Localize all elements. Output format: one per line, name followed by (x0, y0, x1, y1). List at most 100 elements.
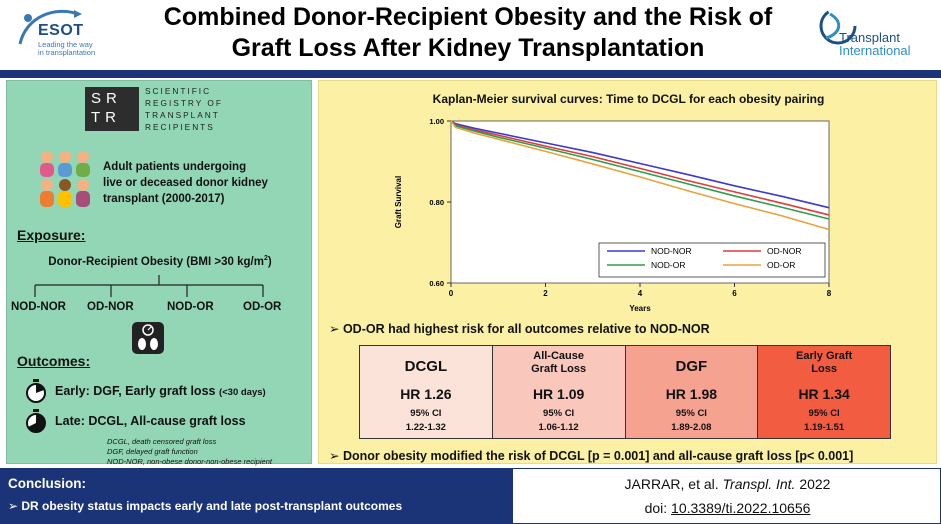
hr-value: HR 1.34 (798, 386, 850, 402)
legend-label: NOD-NOR (651, 246, 692, 256)
x-axis-label: Years (629, 304, 651, 313)
x-tick-label: 2 (543, 289, 548, 298)
hr-ci-label: 95% CI (543, 408, 575, 419)
y-tick-label: 0.80 (429, 198, 444, 207)
citation-box: JARRAR, et al. Transpl. Int. 2022 doi: 1… (512, 468, 941, 524)
study-design-panel: SR TR SCIENTIFIC REGISTRY OF TRANSPLANT … (6, 80, 313, 466)
srtr-word-2: REGISTRY OF (145, 98, 223, 108)
transplant-international-logo (819, 7, 857, 45)
population-line-2: live or deceased donor kidney (103, 177, 268, 189)
hr-cell-dcgl: DCGL HR 1.26 95% CI 1.22-1.32 (360, 346, 493, 438)
group-label-od-or: OD-OR (243, 301, 282, 313)
poster-title: Combined Donor-Recipient Obesity and the… (128, 2, 808, 64)
survival-curve-od-nor (450, 120, 830, 216)
hr-outcome-name: DGF (675, 358, 708, 375)
hr-ci-label: 95% CI (675, 408, 707, 419)
hr-outcome-name: DCGL (404, 358, 448, 375)
hr-ci-label: 95% CI (808, 408, 840, 419)
late-timer-icon (26, 409, 46, 433)
y-axis-label: Graft Survival (394, 176, 403, 228)
title-line-1: Combined Donor-Recipient Obesity and the… (163, 3, 773, 31)
survival-curve-nod-nor (450, 120, 830, 209)
legend-label: OD-NOR (767, 246, 801, 256)
citation-journal: Transpl. Int. (722, 476, 796, 492)
hr-outcome-name: Early Graft (796, 350, 853, 362)
conclusion-heading: Conclusion: (8, 476, 86, 491)
x-tick-label: 4 (638, 289, 643, 298)
x-tick-label: 0 (449, 289, 454, 298)
finding-highest-risk-text: OD-OR had highest risk for all outcomes … (342, 322, 710, 336)
legend-label: OD-OR (767, 260, 795, 270)
y-tick-label: 1.00 (429, 117, 444, 126)
hr-outcome-name-line-2: Graft Loss (531, 363, 587, 375)
header-divider-bar (0, 70, 941, 78)
finding-effect-modification-text: Donor obesity modified the risk of DCGL … (342, 449, 854, 463)
hr-cell-dgf: DGF HR 1.98 95% CI 1.89-2.08 (625, 346, 759, 438)
kaplan-meier-chart: 0 2 4 6 8 0.60 0.80 1.00 Years Graft Survival NOD-… (394, 117, 832, 313)
abbreviation-dgf: DGF, delayed graft function (107, 447, 198, 456)
abbreviation-dcgl: DCGL, death censored graft loss (107, 437, 217, 446)
srtr-logo-words: SCIENTIFIC REGISTRY OF TRANSPLANT RECIPI… (145, 85, 265, 133)
study-population: Adult patients undergoing live or deceas… (103, 159, 303, 207)
group-label-nod-nor: NOD-NOR (11, 301, 66, 313)
hr-outcome-name-line-2: Loss (811, 363, 837, 375)
survival-curve-od-or (450, 120, 830, 231)
hr-ci: 1.89-2.08 (671, 422, 712, 433)
esot-logo-tagline: Leading the way in transplantation (38, 41, 118, 57)
early-outcomes-window: (<30 days) (218, 387, 266, 398)
srtr-word-4: RECIPIENTS (145, 122, 215, 132)
hr-ci: 1.19-1.51 (804, 422, 845, 433)
citation: JARRAR, et al. Transpl. Int. 2022 (513, 476, 941, 492)
hr-ci: 1.06-1.12 (538, 422, 579, 433)
patients-group-icon (40, 151, 90, 207)
journal-name-line-2: International (839, 43, 911, 58)
srtr-mark-line-1: SR (91, 90, 122, 107)
srtr-word-3: TRANSPLANT (145, 110, 220, 120)
survival-curve-nod-or (450, 120, 830, 220)
srtr-word-1: SCIENTIFIC (145, 86, 212, 96)
group-label-od-nor: OD-NOR (87, 301, 134, 313)
legend-label: NOD-OR (651, 260, 685, 270)
results-panel: Kaplan-Meier survival curves: Time to DC… (318, 80, 937, 464)
early-timer-icon (26, 379, 46, 403)
hr-value: HR 1.09 (532, 386, 585, 402)
journal-name-line-1: Transplant (839, 30, 900, 45)
hr-cell-early-graft-loss: Early Graft Loss HR 1.34 95% CI 1.19-1.5… (758, 346, 890, 438)
late-outcomes: Late: DCGL, All-cause graft loss (55, 414, 246, 428)
chart-title: Kaplan-Meier survival curves: Time to DC… (432, 92, 825, 106)
x-tick-label: 6 (732, 289, 737, 298)
esot-logo (18, 9, 82, 45)
early-outcomes-text: Early: DGF, Early graft loss (55, 384, 219, 398)
weight-scale-icon (132, 322, 164, 354)
chart-legend (598, 242, 826, 278)
exposure-definition-text: Donor-Recipient Obesity (BMI >30 kg/m (48, 255, 264, 268)
title-line-2: Graft Loss After Kidney Transplantation (231, 34, 705, 62)
header: ESOT Leading the way in transplantation … (0, 0, 941, 70)
x-tick-label: 8 (827, 289, 832, 298)
esot-logo-name: ESOT (38, 22, 84, 39)
exposure-heading: Exposure: (17, 227, 86, 243)
early-outcomes: Early: DGF, Early graft loss (<30 days) (55, 384, 266, 398)
citation-year: 2022 (795, 476, 831, 492)
srtr-logo-mark: SR TR (85, 87, 139, 131)
doi: doi: 10.3389/ti.2022.10656 (513, 500, 941, 516)
exposure-definition-close: ) (267, 255, 272, 268)
group-label-nod-or: NOD-OR (167, 301, 214, 313)
conclusion-statement: ➢ DR obesity status impacts early and la… (8, 499, 403, 513)
exposure-group-connector (34, 275, 264, 297)
population-line-1: Adult patients undergoing (103, 161, 247, 173)
exposure-definition: Donor-Recipient Obesity (BMI >30 kg/m2) (7, 255, 313, 268)
exposure-definition-superscript: 2 (263, 255, 268, 262)
citation-authors: JARRAR, et al. (624, 476, 723, 492)
conclusion-banner: Conclusion: ➢ DR obesity status impacts … (0, 468, 512, 524)
y-tick-label: 0.60 (429, 279, 444, 288)
esot-tagline-line-1: Leading the way (38, 40, 93, 49)
hr-ci: 1.22-1.32 (405, 422, 446, 433)
abbreviation-nod-nor: NOD-NOR, non-obese donor-non-obese recip… (107, 457, 272, 466)
doi-prefix: doi: (644, 500, 672, 516)
population-line-3: transplant (2000-2017) (103, 193, 225, 205)
doi-link[interactable]: 10.3389/ti.2022.10656 (671, 500, 811, 516)
finding-highest-risk: ➢ OD-OR had highest risk for all outcome… (329, 322, 710, 336)
srtr-mark-line-2: TR (91, 109, 121, 126)
hr-value: HR 1.26 (400, 386, 452, 402)
